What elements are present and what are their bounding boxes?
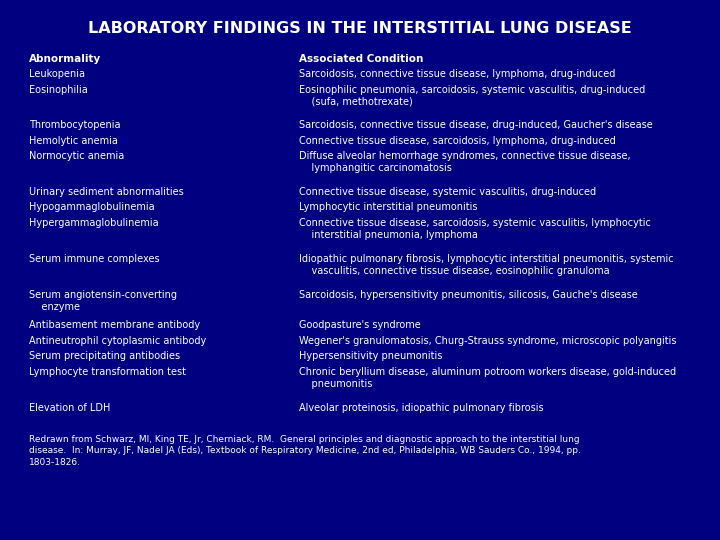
Text: Redrawn from Schwarz, MI, King TE, Jr, Cherniack, RM.  General principles and di: Redrawn from Schwarz, MI, King TE, Jr, C… — [29, 435, 580, 467]
Text: Abnormality: Abnormality — [29, 54, 101, 64]
Text: Connective tissue disease, systemic vasculitis, drug-induced: Connective tissue disease, systemic vasc… — [299, 187, 596, 197]
Text: Serum immune complexes: Serum immune complexes — [29, 254, 159, 264]
Text: Hypogammaglobulinemia: Hypogammaglobulinemia — [29, 202, 154, 213]
Text: Lymphocyte transformation test: Lymphocyte transformation test — [29, 367, 186, 377]
Text: Sarcoidosis, connective tissue disease, lymphoma, drug-induced: Sarcoidosis, connective tissue disease, … — [299, 69, 615, 79]
Text: Goodpasture's syndrome: Goodpasture's syndrome — [299, 320, 420, 330]
Text: Alveolar proteinosis, idiopathic pulmonary fibrosis: Alveolar proteinosis, idiopathic pulmona… — [299, 402, 544, 413]
Text: Connective tissue disease, sarcoidosis, lymphoma, drug-induced: Connective tissue disease, sarcoidosis, … — [299, 136, 616, 146]
Text: Associated Condition: Associated Condition — [299, 54, 423, 64]
Text: Serum angiotensin-converting
    enzyme: Serum angiotensin-converting enzyme — [29, 289, 177, 312]
Text: Hemolytic anemia: Hemolytic anemia — [29, 136, 117, 146]
Text: Chronic beryllium disease, aluminum potroom workers disease, gold-induced
    pn: Chronic beryllium disease, aluminum potr… — [299, 367, 676, 389]
Text: Lymphocytic interstitial pneumonitis: Lymphocytic interstitial pneumonitis — [299, 202, 477, 213]
Text: Normocytic anemia: Normocytic anemia — [29, 151, 124, 161]
Text: Wegener's granulomatosis, Churg-Strauss syndrome, microscopic polyangitis: Wegener's granulomatosis, Churg-Strauss … — [299, 336, 676, 346]
Text: Diffuse alveolar hemorrhage syndromes, connective tissue disease,
    lymphangit: Diffuse alveolar hemorrhage syndromes, c… — [299, 151, 631, 173]
Text: Connective tissue disease, sarcoidosis, systemic vasculitis, lymphocytic
    int: Connective tissue disease, sarcoidosis, … — [299, 218, 651, 240]
Text: Antineutrophil cytoplasmic antibody: Antineutrophil cytoplasmic antibody — [29, 336, 206, 346]
Text: Antibasement membrane antibody: Antibasement membrane antibody — [29, 320, 200, 330]
Text: Thrombocytopenia: Thrombocytopenia — [29, 120, 120, 131]
Text: Hypersensitivity pneumonitis: Hypersensitivity pneumonitis — [299, 351, 442, 361]
Text: Hypergammaglobulinemia: Hypergammaglobulinemia — [29, 218, 158, 228]
Text: Serum precipitating antibodies: Serum precipitating antibodies — [29, 351, 180, 361]
Text: Elevation of LDH: Elevation of LDH — [29, 402, 110, 413]
Text: Eosinophilia: Eosinophilia — [29, 84, 88, 94]
Text: LABORATORY FINDINGS IN THE INTERSTITIAL LUNG DISEASE: LABORATORY FINDINGS IN THE INTERSTITIAL … — [88, 21, 632, 36]
Text: Sarcoidosis, hypersensitivity pneumonitis, silicosis, Gauche's disease: Sarcoidosis, hypersensitivity pneumoniti… — [299, 289, 637, 300]
Text: Idiopathic pulmonary fibrosis, lymphocytic interstitial pneumonitis, systemic
  : Idiopathic pulmonary fibrosis, lymphocyt… — [299, 254, 673, 276]
Text: Eosinophilic pneumonia, sarcoidosis, systemic vasculitis, drug-induced
    (sufa: Eosinophilic pneumonia, sarcoidosis, sys… — [299, 84, 645, 106]
Text: Leukopenia: Leukopenia — [29, 69, 85, 79]
Text: Urinary sediment abnormalities: Urinary sediment abnormalities — [29, 187, 184, 197]
Text: Sarcoidosis, connective tissue disease, drug-induced, Gaucher's disease: Sarcoidosis, connective tissue disease, … — [299, 120, 652, 131]
